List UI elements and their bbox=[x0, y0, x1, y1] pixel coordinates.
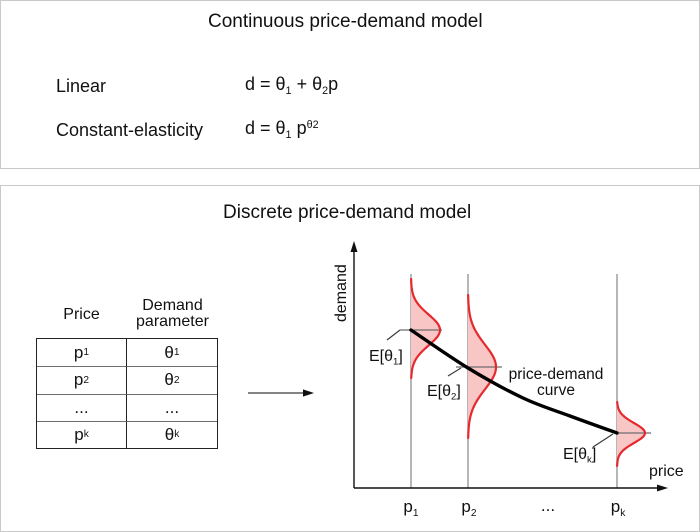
constant-elasticity-formula: d = θ1 pθ2 bbox=[245, 118, 319, 142]
text-segment: 2 bbox=[173, 374, 180, 386]
distribution-fill bbox=[617, 402, 645, 466]
text-segment: p bbox=[328, 74, 339, 94]
demand-parameter-header-line1: Demand bbox=[142, 297, 203, 314]
label-connector-line bbox=[447, 367, 462, 377]
text-segment: ] bbox=[398, 348, 403, 365]
text-segment: p bbox=[403, 497, 413, 516]
text-segment: θ bbox=[164, 370, 174, 390]
discrete-model-panel bbox=[0, 185, 700, 532]
text-segment: θ2 bbox=[306, 119, 319, 132]
table-cell-theta-dots: ... bbox=[127, 393, 217, 421]
distribution-curve bbox=[410, 277, 442, 380]
demand-parameter-header-line2: parameter bbox=[136, 313, 209, 330]
text-segment: p bbox=[461, 497, 471, 516]
text-segment: 2 bbox=[470, 507, 477, 519]
linear-model-label: Linear bbox=[56, 76, 107, 96]
y-axis-label: demand bbox=[333, 264, 350, 322]
discrete-panel-title: Discrete price-demand model bbox=[223, 202, 472, 223]
text-segment: p bbox=[74, 424, 84, 444]
label-connector-line bbox=[592, 433, 614, 448]
table-to-chart-arrowhead bbox=[303, 389, 314, 397]
table-cell-price-dots: ... bbox=[37, 393, 127, 421]
y-axis-arrowhead bbox=[350, 241, 358, 252]
text-segment: E[θ bbox=[563, 446, 588, 463]
distribution-fill bbox=[411, 279, 440, 378]
text-segment: + θ bbox=[291, 74, 323, 94]
text-segment: d = θ bbox=[245, 74, 286, 94]
linear-model-formula: d = θ1 + θ2p bbox=[245, 74, 338, 98]
price-column-header: Price bbox=[63, 306, 100, 323]
continuous-model-panel bbox=[0, 0, 700, 169]
x-tick-dots: ... bbox=[533, 496, 563, 516]
x-axis-label: price bbox=[649, 463, 684, 480]
text-segment: p bbox=[610, 497, 621, 516]
expected-theta-2-label: E[θ2] bbox=[427, 383, 461, 403]
x-tick-p2: p2 bbox=[454, 497, 484, 520]
x-axis-arrowhead bbox=[657, 484, 668, 492]
text-segment: ... bbox=[164, 397, 180, 417]
label-connector-line bbox=[386, 329, 401, 341]
curve-label-line1: price-demand bbox=[508, 366, 604, 383]
text-segment: k bbox=[174, 429, 180, 441]
text-segment: 2 bbox=[451, 391, 457, 403]
constant-elasticity-label: Constant-elasticity bbox=[56, 120, 204, 140]
text-segment: 1 bbox=[393, 356, 399, 368]
text-segment: 2 bbox=[83, 374, 90, 386]
text-segment: p bbox=[291, 118, 307, 138]
text-segment: 1 bbox=[412, 507, 419, 519]
text-segment: k bbox=[587, 454, 592, 466]
x-tick-p1: p1 bbox=[396, 497, 426, 520]
text-segment: 1 bbox=[173, 347, 180, 359]
text-segment: ] bbox=[456, 383, 461, 400]
text-segment: k bbox=[620, 507, 626, 519]
text-segment: p bbox=[73, 370, 84, 390]
text-segment: ] bbox=[591, 446, 597, 463]
continuous-panel-title: Continuous price-demand model bbox=[208, 11, 483, 32]
expected-theta-k-label: E[θk] bbox=[563, 446, 596, 466]
text-segment: θ bbox=[164, 342, 174, 362]
text-segment: E[θ bbox=[369, 348, 394, 365]
x-tick-pk: pk bbox=[603, 497, 633, 520]
demand-parameter-column-header: Demand parameter bbox=[127, 298, 218, 330]
distribution-curve bbox=[616, 400, 647, 468]
text-segment: ... bbox=[74, 397, 89, 417]
text-segment: 1 bbox=[285, 85, 292, 98]
text-segment: 1 bbox=[285, 129, 292, 142]
curve-label-line2: curve bbox=[537, 382, 575, 399]
text-segment: k bbox=[83, 429, 89, 441]
text-segment: E[θ bbox=[427, 383, 452, 400]
price-demand-curve bbox=[409, 328, 619, 435]
expected-theta-1-label: E[θ1] bbox=[369, 348, 403, 368]
text-segment: 1 bbox=[83, 347, 90, 359]
distribution-curve bbox=[467, 293, 498, 440]
text-segment: p bbox=[73, 342, 84, 362]
text-segment: θ bbox=[164, 424, 175, 444]
text-segment: d = θ bbox=[245, 118, 286, 138]
text-segment: 2 bbox=[322, 85, 329, 98]
text-segment: ... bbox=[540, 496, 556, 515]
price-demand-curve-label: price-demand curve bbox=[506, 367, 606, 399]
